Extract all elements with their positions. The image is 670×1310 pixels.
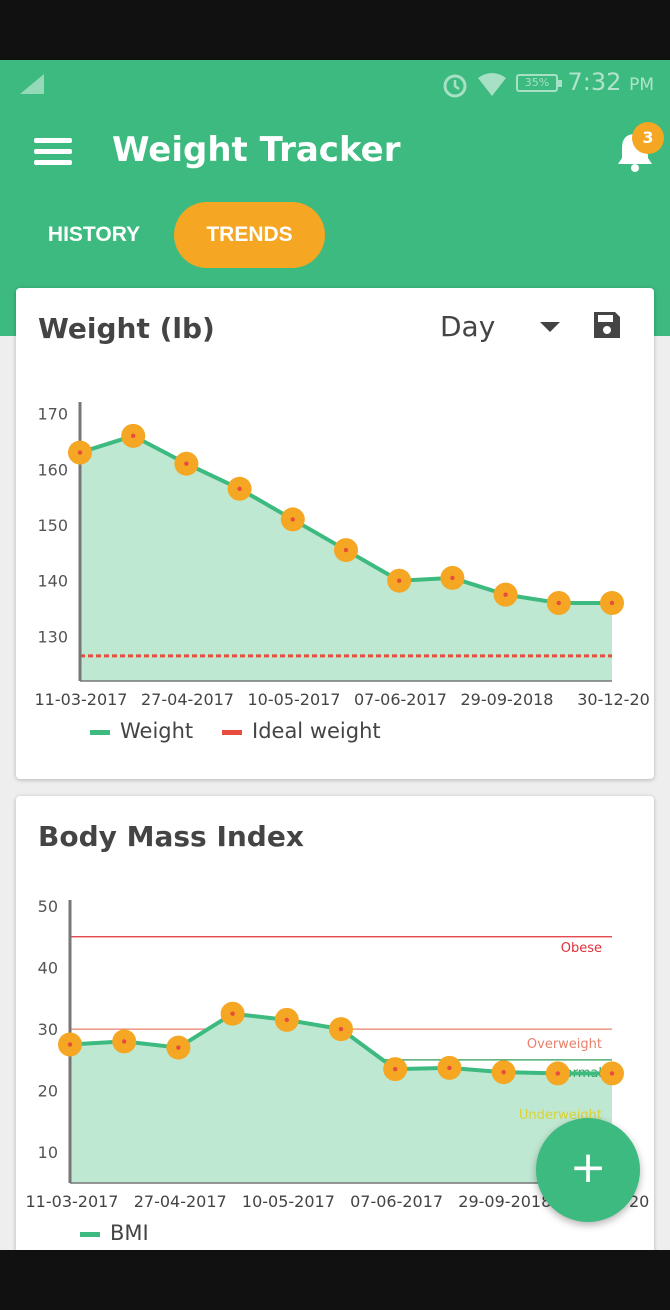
x-tick-label: 07-06-2017	[354, 690, 447, 709]
app-screen: 35% 7:32 PM Weight Tracker 3 HISTORY TRE…	[0, 60, 670, 1250]
period-select[interactable]: Day	[440, 310, 496, 343]
app-title: Weight Tracker	[112, 130, 401, 170]
x-tick-label: 11-03-2017	[35, 690, 128, 709]
system-bottom-bar	[0, 1250, 670, 1310]
x-tick-label: 29-09-2018	[461, 690, 554, 709]
x-tick-label: 07-06-2017	[350, 1192, 443, 1211]
x-tick-label: 30-12-20	[577, 690, 650, 709]
x-tick-label: 11-03-2017	[26, 1192, 119, 1211]
legend-label: Ideal weight	[252, 719, 381, 743]
data-point-center	[176, 1045, 181, 1050]
data-point-center	[393, 1066, 398, 1072]
data-point-center	[447, 1065, 452, 1071]
threshold-label: Obese	[561, 941, 602, 956]
data-point-center	[609, 600, 615, 606]
save-icon[interactable]	[592, 310, 622, 340]
y-tick-label: 170	[37, 405, 68, 424]
threshold-label: Overweight	[527, 1037, 602, 1052]
data-point-center	[503, 592, 508, 597]
data-point-center	[556, 600, 561, 606]
data-point-center	[230, 1011, 235, 1016]
bmi-card: Body Mass Index 10 20 30 40 50 Obese Overweigh…	[16, 796, 654, 1250]
notification-badge: 3	[632, 122, 664, 154]
data-point-center	[609, 1071, 615, 1076]
data-point-center	[131, 433, 136, 439]
series-area	[70, 1013, 612, 1183]
legend-label: Weight	[120, 719, 193, 743]
x-tick-label: 27-04-2017	[141, 690, 234, 709]
data-point-center	[501, 1070, 506, 1075]
y-tick-label: 130	[37, 627, 68, 646]
wifi-icon	[478, 73, 506, 96]
x-tick-label: 10-05-2017	[242, 1192, 335, 1211]
y-tick-label: 140	[37, 572, 68, 591]
x-tick-label: 10-05-2017	[248, 690, 341, 709]
data-point-center	[184, 461, 189, 466]
y-tick-label: 10	[38, 1143, 58, 1162]
y-tick-label: 150	[37, 516, 68, 535]
data-point-center	[290, 517, 295, 522]
legend-swatch	[80, 1232, 100, 1237]
y-tick-label: 50	[38, 897, 58, 916]
data-point-center	[338, 1026, 344, 1032]
legend-swatch	[222, 730, 242, 735]
menu-icon[interactable]	[34, 138, 72, 166]
y-tick-label: 160	[37, 460, 68, 479]
y-tick-label: 30	[38, 1020, 58, 1039]
system-top-bar	[0, 0, 670, 60]
data-point-center	[343, 547, 349, 553]
tab-trends[interactable]: TRENDS	[174, 202, 325, 268]
data-point-center	[284, 1017, 289, 1023]
data-point-center	[555, 1071, 560, 1076]
y-tick-label: 40	[38, 959, 58, 978]
data-point-center	[397, 578, 402, 583]
bmi-chart: 1020304050ObeseOverweightNormalUnderweig…	[26, 897, 650, 1245]
x-tick-label: 29-09-2018	[458, 1192, 551, 1211]
data-point-center	[67, 1042, 73, 1047]
status-time: 7:32 PM	[567, 68, 654, 96]
chevron-down-icon[interactable]	[540, 322, 560, 332]
bmi-card-title: Body Mass Index	[38, 820, 304, 853]
data-point-center	[237, 486, 242, 491]
data-point-center	[450, 575, 455, 581]
y-tick-label: 20	[38, 1082, 58, 1101]
signal-icon	[20, 74, 44, 94]
data-point-center	[122, 1039, 127, 1044]
alarm-icon	[443, 74, 467, 98]
tab-history[interactable]: HISTORY	[47, 223, 141, 246]
battery-icon: 35%	[516, 74, 562, 92]
weight-card-title: Weight (lb)	[38, 312, 215, 345]
legend-label: BMI	[110, 1221, 149, 1245]
data-point-center	[77, 450, 83, 455]
add-entry-button[interactable]: +	[536, 1118, 640, 1222]
weight-card: Weight (lb) Day 130 140 150 160 170 11-03-201…	[16, 288, 654, 779]
legend-swatch	[90, 730, 110, 735]
status-bar: 35% 7:32 PM	[0, 60, 670, 106]
weight-chart: 130 140 150 160 170 11-03-2017 27-04-2017 10-05…	[35, 402, 650, 743]
x-tick-label: 27-04-2017	[134, 1192, 227, 1211]
